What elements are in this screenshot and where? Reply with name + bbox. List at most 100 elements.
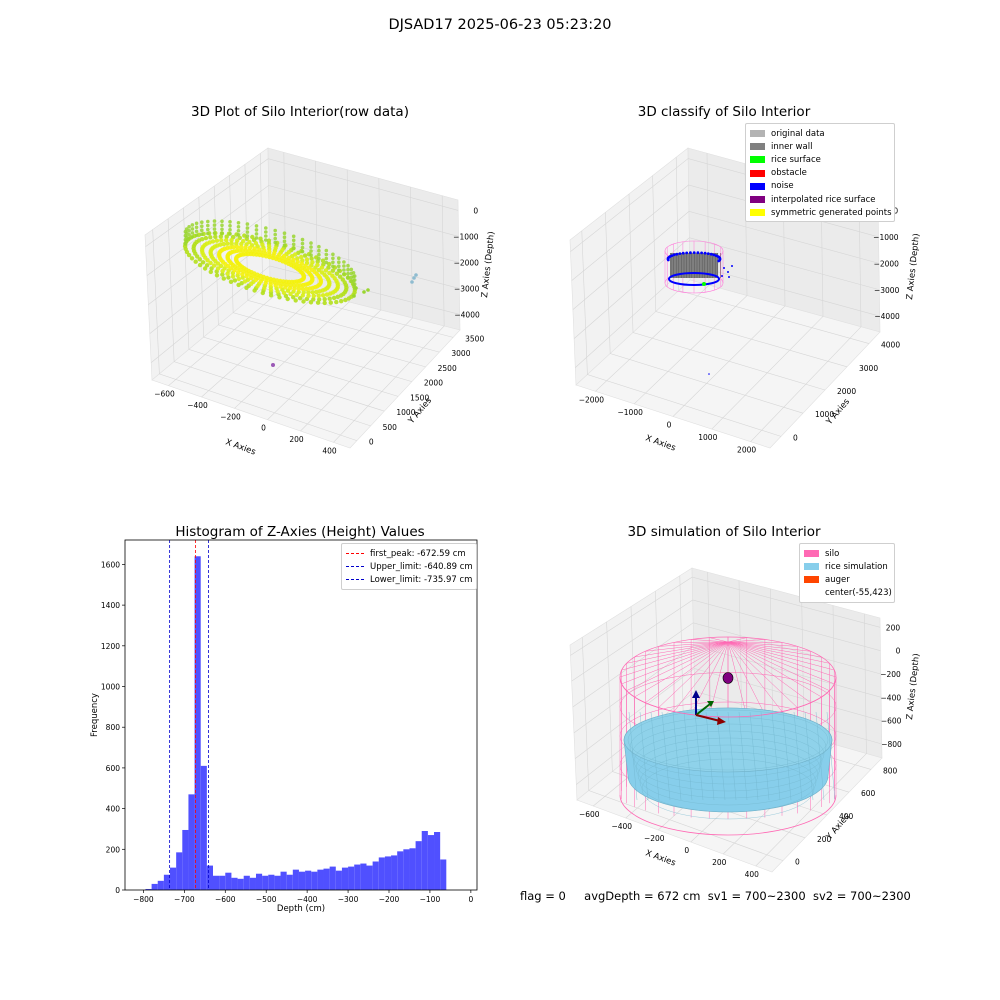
y-gridline: [581, 637, 784, 861]
raw-point: [247, 239, 252, 245]
rice-mesh: [639, 711, 649, 801]
raw-point: [208, 235, 213, 240]
raw-point: [264, 254, 269, 259]
histogram-bar: [280, 871, 287, 890]
raw-point: [322, 300, 327, 306]
raw-point: [304, 257, 310, 262]
x-tick-label: 2000: [737, 446, 756, 455]
legend-item: Upper_limit: -640.89 cm: [346, 560, 473, 573]
y-tick-label: 1400: [101, 601, 120, 610]
z-tick-label: −600: [881, 717, 902, 726]
x-gridline: [723, 605, 836, 855]
y-tick-label: 200: [106, 845, 121, 854]
histogram-bar: [311, 871, 318, 890]
raw-point: [194, 225, 199, 230]
histogram-ylabel: Frequency: [90, 693, 100, 737]
raw-point: [222, 266, 227, 271]
z-tick-label: −4000: [454, 310, 480, 319]
noise-point: [709, 252, 713, 256]
noise-point: [706, 252, 710, 256]
x-tick-label: −600: [154, 390, 175, 399]
raw-point: [271, 277, 276, 282]
noise-points: [668, 272, 720, 286]
rice-mesh: [782, 711, 792, 801]
histogram-bar: [341, 867, 349, 890]
raw-point: [282, 235, 287, 239]
rice-mesh: [661, 711, 671, 801]
z-gridline: [146, 185, 459, 276]
x-tick-label: −400: [297, 895, 318, 904]
x-gridline: [333, 195, 445, 443]
raw-point: [224, 237, 229, 243]
histogram-title: Histogram of Z-Axies (Height) Values: [175, 524, 425, 540]
raw-point: [204, 263, 210, 268]
y-tick-label: 1200: [101, 642, 120, 651]
y-tick-label: 0: [115, 886, 120, 895]
raw-point: [317, 248, 321, 253]
raw-point: [245, 222, 250, 226]
raw-point: [273, 240, 278, 245]
simulation-zlabel: Z Axies (Depth): [905, 653, 922, 720]
raw-point: [221, 241, 226, 247]
histogram-bar: [335, 870, 342, 890]
raw-point: [296, 289, 301, 295]
silo-roof-wire: [727, 641, 811, 652]
raw-point: [254, 224, 259, 228]
histogram-bar: [427, 835, 435, 890]
classify-3d-axes: −2000 −1000 0 1000 2000 0 1000 2000 3000 4000 0 −10…: [569, 147, 922, 455]
raw-point: [254, 236, 259, 240]
raw-point: [324, 260, 329, 265]
silo-roof-wire: [727, 641, 783, 712]
legend-swatch: [750, 182, 765, 190]
legend-label: center(-55,423): [825, 588, 892, 599]
raw-point: [318, 278, 324, 284]
x-tick-label: 200: [712, 858, 727, 867]
histogram-bar: [225, 872, 232, 890]
z-tick-label: −3000: [874, 286, 900, 295]
x-arrow: [695, 714, 721, 722]
raw-point: [414, 273, 418, 277]
x-tick-label: −300: [338, 895, 359, 904]
y-gridline: [652, 175, 848, 368]
silo-roof-wire: [626, 641, 729, 691]
raw-point: [274, 278, 280, 283]
raw-point: [326, 265, 331, 270]
sv1-text: sv1 = 700~2300: [707, 889, 806, 903]
rice-mesh: [826, 711, 836, 801]
noise-point: [692, 251, 696, 255]
raw-point: [264, 234, 268, 238]
raw-panel-title: 3D Plot of Silo Interior(row data): [191, 104, 409, 120]
histogram-bar: [378, 857, 385, 890]
legend-item: interpolated rice surface: [750, 193, 890, 206]
histogram-bar: [274, 875, 281, 890]
raw-point: [320, 293, 326, 298]
histogram-bar: [366, 865, 373, 890]
rice-mesh: [804, 711, 814, 801]
raw-point: [349, 267, 354, 272]
raw-point: [194, 229, 199, 234]
noise-point: [678, 252, 682, 256]
rice-mesh: [631, 723, 825, 785]
y-tick-label: 2500: [438, 364, 457, 373]
x-tick-label: −1000: [618, 408, 644, 417]
legend-swatch: [804, 576, 819, 584]
raw-point: [331, 256, 335, 261]
histogram-bar: [384, 856, 392, 890]
raw-point: [315, 300, 321, 305]
silo-roof-wire: [690, 641, 729, 715]
raw-point: [313, 265, 318, 270]
noise-point: [696, 251, 700, 255]
y-tick-label: 1000: [396, 408, 415, 417]
raw-point: [346, 296, 351, 301]
raw-point: [239, 241, 244, 247]
raw-point: [334, 299, 339, 305]
y-tick-label: 200: [817, 835, 832, 844]
legend-label: interpolated rice surface: [771, 194, 876, 205]
histogram-bar: [317, 869, 324, 890]
raw-point: [337, 260, 341, 265]
raw-point: [273, 236, 278, 241]
legend-label: Upper_limit: -640.89 cm: [370, 561, 473, 572]
raw-point: [220, 223, 224, 228]
z-gridline: [572, 622, 881, 708]
classify-legend: original data inner wall rice surface obsta…: [745, 123, 895, 223]
